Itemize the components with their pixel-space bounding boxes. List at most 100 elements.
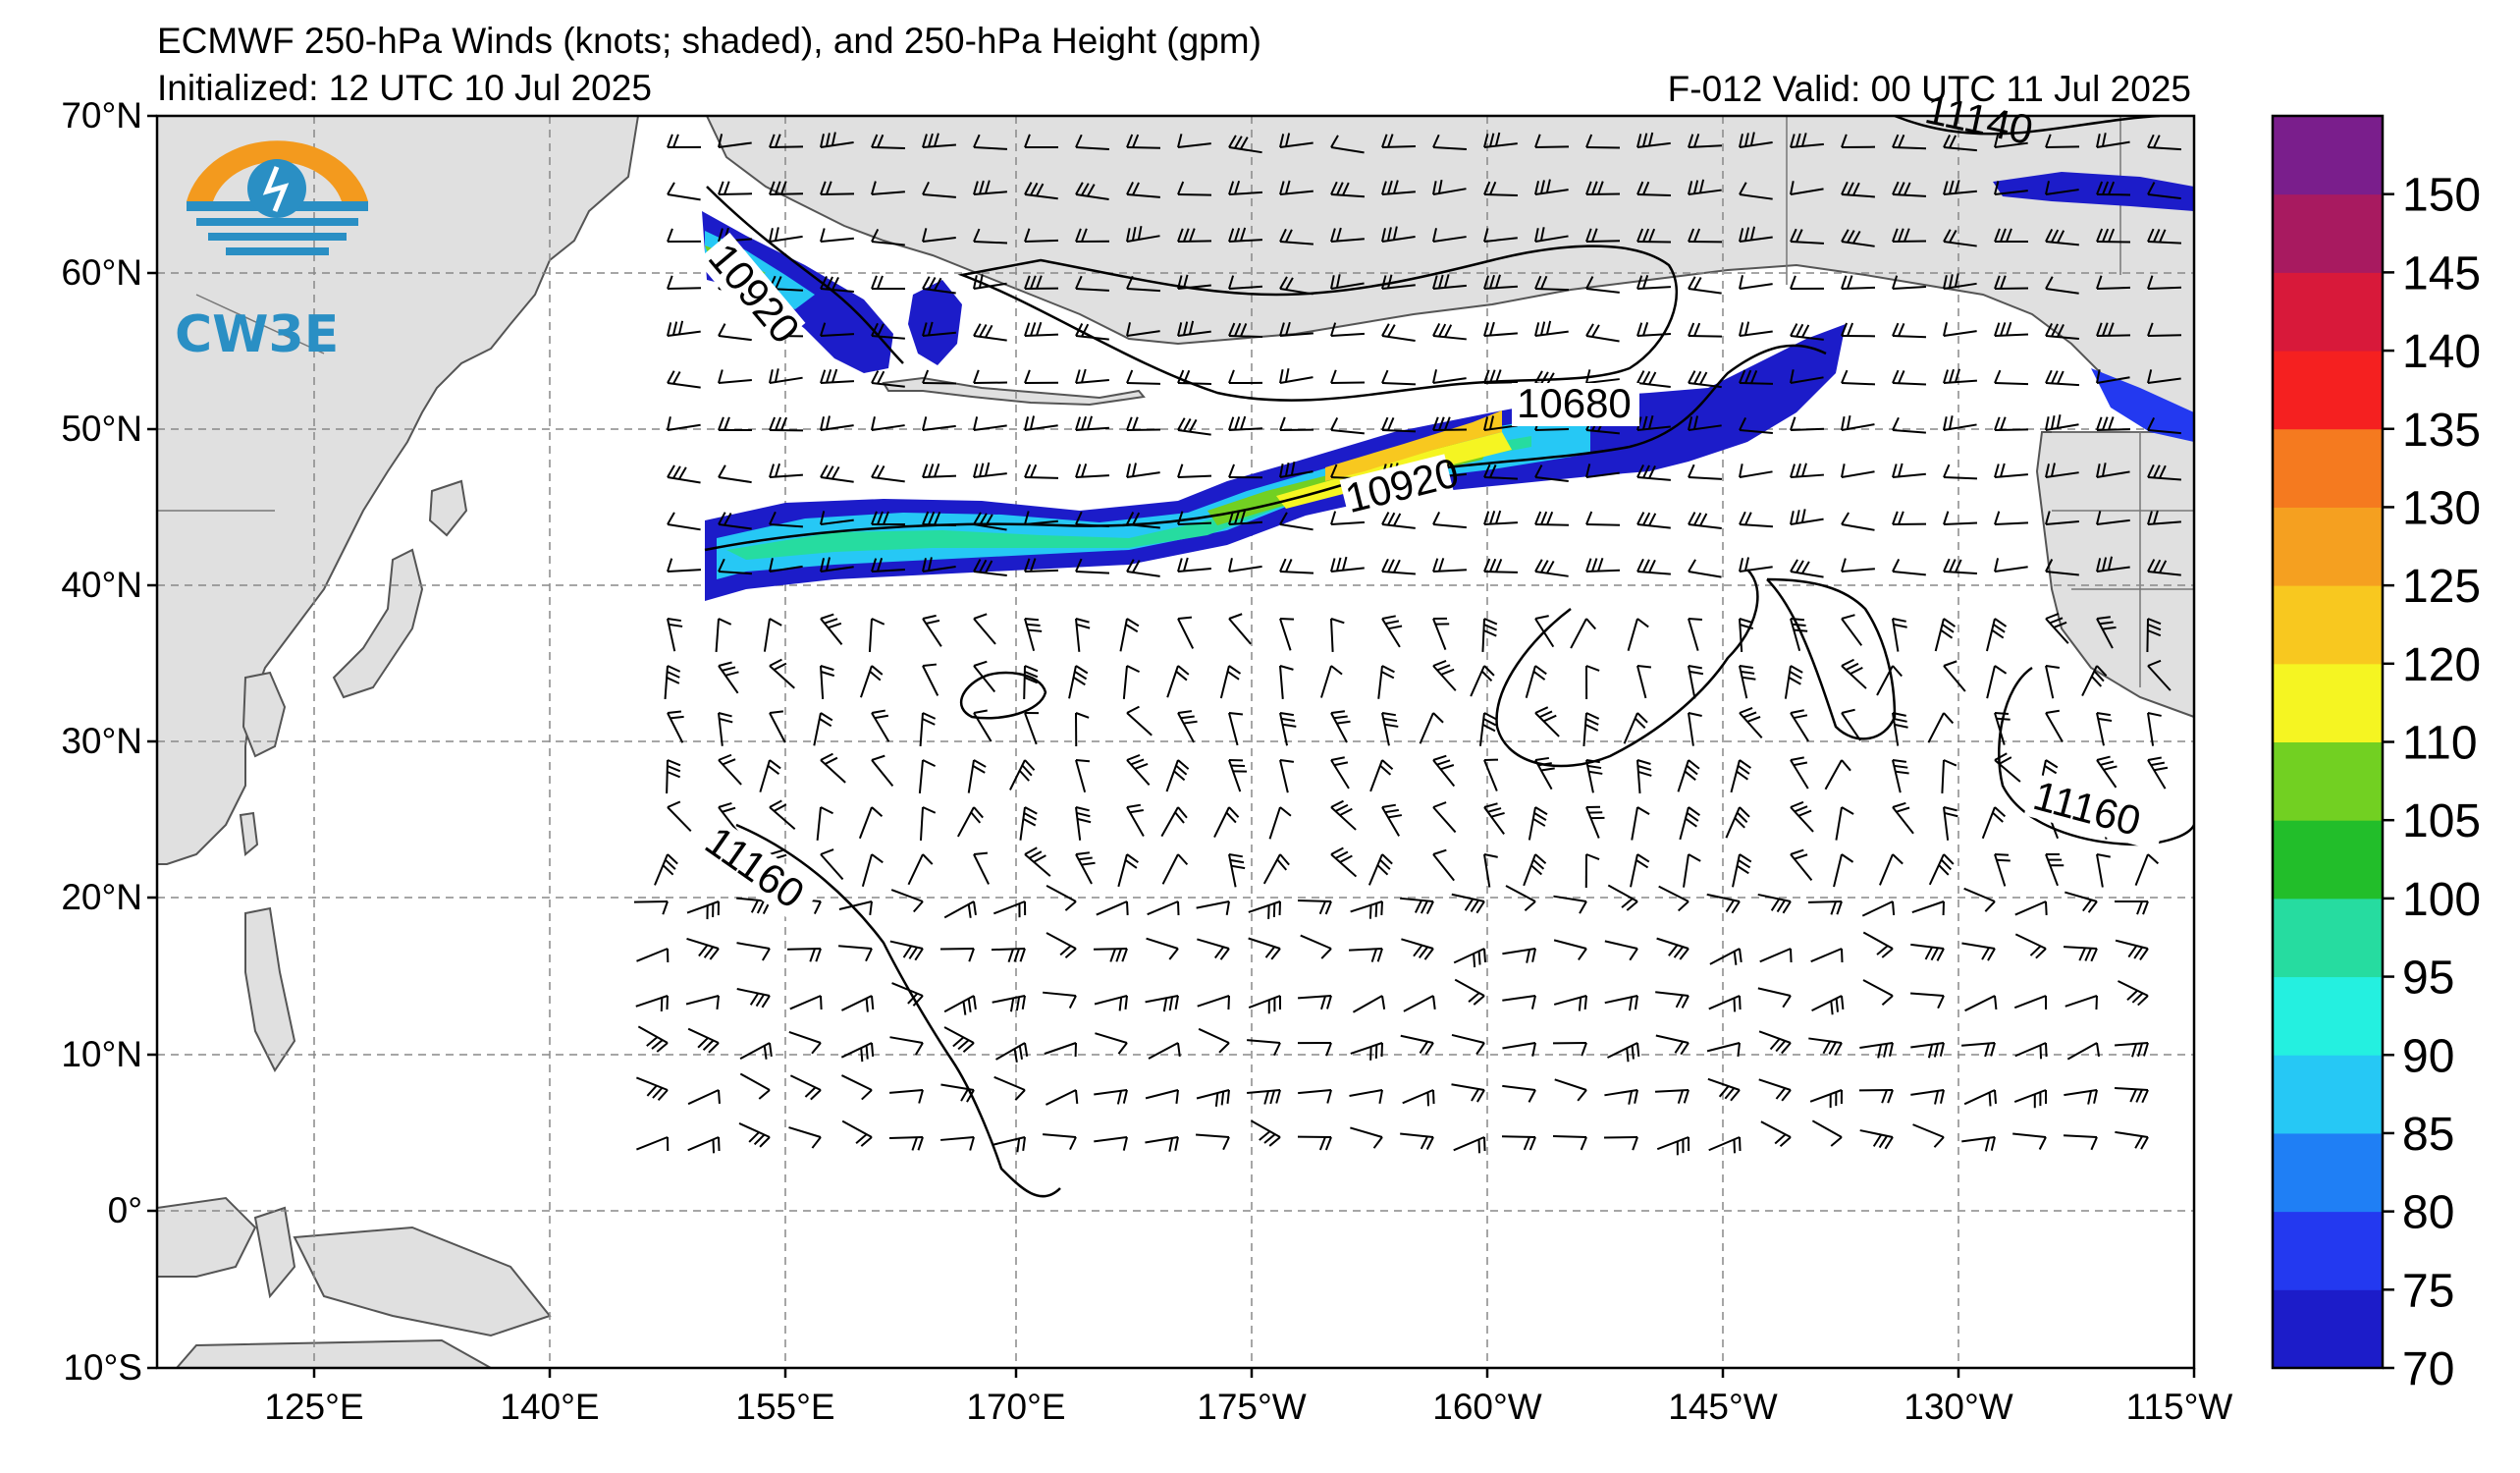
wind-barb <box>739 1072 771 1100</box>
wind-barb <box>1197 995 1230 1010</box>
wind-barb <box>1043 991 1077 1009</box>
wind-barb <box>1453 1136 1486 1154</box>
wind-barb <box>1636 512 1671 529</box>
wind-barb <box>1934 618 1957 652</box>
wind-barb <box>1790 323 1824 341</box>
wind-barb <box>1858 1089 1894 1104</box>
wind-barb <box>667 512 701 531</box>
wind-barb <box>667 275 702 290</box>
wind-barb <box>871 511 906 526</box>
wind-barb <box>2045 612 2069 644</box>
wind-barb <box>861 853 884 888</box>
wind-barb <box>1585 134 1621 149</box>
wind-barb <box>1630 853 1650 888</box>
wind-barb <box>1095 1032 1128 1055</box>
wind-barb <box>1534 275 1570 292</box>
wind-barb <box>1023 665 1039 700</box>
wind-barb <box>1228 712 1244 746</box>
aleutian-islands <box>882 376 1146 407</box>
lon-label: 145°W <box>1668 1387 1778 1427</box>
wind-barb <box>1636 414 1671 431</box>
wind-barb <box>1790 369 1824 384</box>
wind-barb <box>820 132 854 148</box>
wind-barb <box>1300 934 1332 959</box>
wind-barb <box>1811 1119 1843 1147</box>
wind-barb <box>2045 414 2079 431</box>
wind-barb <box>1534 179 1569 195</box>
wind-barb <box>992 1136 1026 1153</box>
wind-barb <box>1148 1042 1181 1060</box>
wind-barb <box>1892 712 1908 746</box>
wind-barb <box>1145 995 1179 1012</box>
wind-barb <box>1892 618 1907 652</box>
wind-barb <box>1096 900 1129 916</box>
wind-barb <box>1279 321 1314 337</box>
wind-barb <box>1534 559 1569 577</box>
wind-barb <box>1298 995 1332 1010</box>
colorbar-swatch <box>2273 1055 2383 1134</box>
wind-barb <box>991 948 1026 962</box>
wind-barb <box>922 321 956 337</box>
wind-barb <box>1585 323 1620 343</box>
wind-barb <box>1400 897 1434 915</box>
wind-barb <box>1330 369 1366 384</box>
wind-barb <box>1994 134 2028 148</box>
wind-barb <box>1841 275 1876 290</box>
wind-barb <box>718 558 752 575</box>
wind-barb <box>1297 900 1332 915</box>
wind-barb <box>1584 853 1600 889</box>
wind-barb <box>838 945 873 962</box>
wind-barb <box>1861 900 1896 917</box>
wind-barb <box>1658 885 1689 912</box>
wind-barb <box>871 134 906 150</box>
contour-lobe-east <box>1766 577 1897 740</box>
wind-barb <box>686 937 720 960</box>
wind-barb <box>769 368 803 384</box>
wind-barb <box>1688 618 1703 651</box>
wind-barb <box>1656 937 1689 960</box>
wind-barb <box>973 462 1007 478</box>
wind-barb <box>1126 275 1160 293</box>
wind-barb <box>788 1126 822 1149</box>
wind-barb <box>820 415 854 431</box>
wind-barb <box>1248 937 1281 960</box>
wind-barb <box>1483 510 1519 525</box>
wind-barb <box>1941 759 1957 794</box>
wind-barb <box>1811 995 1845 1015</box>
wind-barb <box>890 889 924 913</box>
wind-barb <box>1024 228 1059 243</box>
wind-barb <box>2096 322 2131 337</box>
wind-barb <box>2096 755 2118 789</box>
wind-barb <box>667 134 702 148</box>
wind-barb <box>1525 665 1547 698</box>
wind-barb <box>922 511 957 526</box>
wind-barb <box>1708 995 1742 1012</box>
wind-barb <box>1381 803 1403 837</box>
wind-barb <box>1330 181 1365 198</box>
wind-barb <box>1790 275 1825 290</box>
wind-barb <box>1505 885 1536 911</box>
wind-barb <box>1892 181 1927 197</box>
wind-barb <box>1402 1089 1435 1107</box>
wind-barb <box>922 463 957 478</box>
wind-barb <box>667 370 701 389</box>
wind-barb <box>841 1119 873 1147</box>
wind-barb <box>718 323 752 342</box>
wind-barb <box>687 1089 721 1106</box>
wind-barb <box>1585 665 1600 700</box>
wind-barb <box>667 182 701 201</box>
wind-barb <box>1177 274 1211 290</box>
wind-barb <box>1986 665 2008 699</box>
wind-barb <box>1636 370 1671 389</box>
wind-barb <box>1075 134 1109 151</box>
wind-barb <box>2045 322 2079 341</box>
wind-barb <box>1534 615 1555 648</box>
wind-barb <box>1043 1133 1077 1151</box>
wind-barb <box>871 181 905 195</box>
wind-barb <box>1046 884 1077 911</box>
wind-barb <box>1943 464 1978 480</box>
wind-barb <box>1348 948 1383 962</box>
valid-time: F-012 Valid: 00 UTC 11 Jul 2025 <box>1667 69 2191 109</box>
wind-barb <box>1739 226 1773 243</box>
wind-barb <box>2115 1130 2149 1150</box>
